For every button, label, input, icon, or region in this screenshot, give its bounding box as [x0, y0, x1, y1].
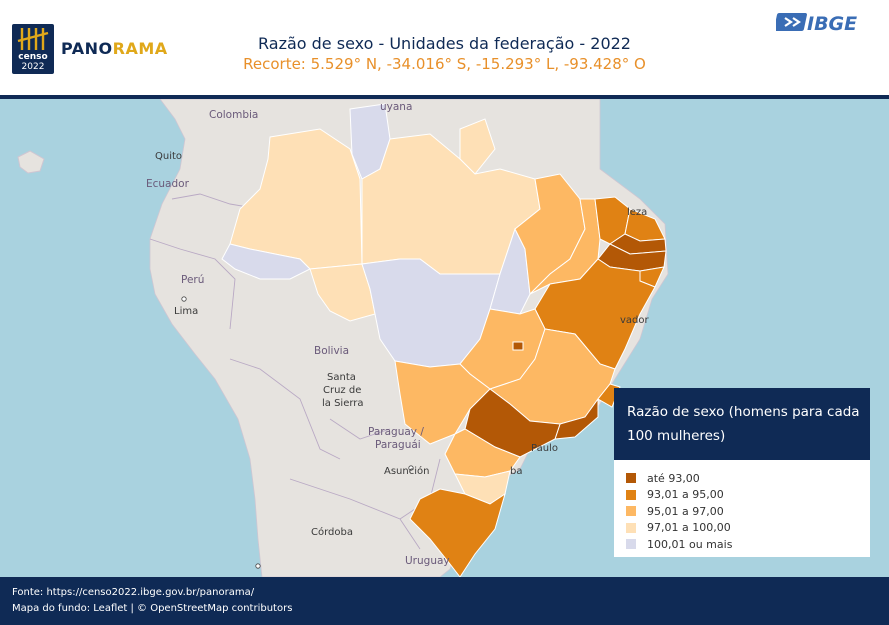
city-markers — [181, 296, 414, 569]
legend-swatch — [626, 506, 636, 517]
label-ecuador: Ecuador — [146, 178, 190, 190]
header: censo 2022 PANORAMA Razão de sexo - Unid… — [0, 0, 889, 99]
label-peru: Perú — [181, 274, 204, 286]
legend-items: até 93,00 93,01 a 95,00 95,01 a 97,00 97… — [626, 470, 732, 553]
panorama-word-part1: PANO — [61, 39, 113, 58]
label-santa-cruz-line1: Santa — [327, 372, 356, 383]
label-salvador: vador — [620, 315, 650, 326]
lima-marker — [181, 296, 187, 302]
label-uruguay: Uruguay — [405, 555, 450, 567]
label-cordoba: Córdoba — [311, 526, 353, 538]
legend-swatch — [626, 539, 636, 550]
legend-title: Razão de sexo (homens para cada 100 mulh… — [627, 404, 860, 444]
legend-label: 93,01 a 95,00 — [647, 488, 724, 502]
ibge-logo-text: IBGE — [807, 13, 857, 34]
label-santa-cruz-line3: la Sierra — [322, 398, 364, 409]
ibge-logo[interactable]: IBGE — [776, 10, 880, 34]
legend-label: até 93,00 — [647, 471, 700, 485]
page-title: Razão de sexo - Unidades da federação - … — [258, 34, 631, 53]
label-paraguay-line2: Paraguái — [375, 439, 421, 451]
page-subtitle: Recorte: 5.529° N, -34.016° S, -15.293° … — [243, 55, 646, 73]
label-santa-cruz-line2: Cruz de — [323, 385, 361, 396]
legend-swatch — [626, 522, 636, 533]
label-sao-paulo: Paulo — [531, 443, 558, 454]
header-divider — [0, 95, 889, 99]
label-curitiba: ba — [510, 466, 522, 477]
state-amapa[interactable] — [459, 118, 496, 175]
country-borders — [149, 193, 441, 550]
legend-item: 95,01 a 97,00 — [626, 503, 732, 520]
legend-swatch — [626, 489, 636, 500]
state-distrito-federal[interactable] — [512, 341, 524, 351]
label-guyana: uyana — [380, 101, 412, 113]
censo-2022-logo[interactable]: censo 2022 — [12, 24, 54, 74]
footer: Fonte: https://censo2022.ibge.gov.br/pan… — [0, 577, 889, 625]
label-quito: Quito — [155, 151, 182, 162]
label-lima: Lima — [174, 306, 198, 317]
label-bolivia: Bolivia — [314, 345, 349, 357]
footer-basemap-credit[interactable]: Mapa do fundo: Leaflet | © OpenStreetMap… — [12, 603, 293, 614]
state-rio-grande-do-sul[interactable] — [409, 488, 506, 577]
legend-item: 97,01 a 100,00 — [626, 520, 732, 537]
asuncion-marker — [408, 465, 414, 471]
state-acre[interactable] — [221, 243, 311, 280]
label-colombia: Colombia — [209, 109, 258, 121]
map-canvas[interactable]: Colombia Quito Ecuador Perú Lima Bolivia… — [0, 99, 889, 577]
ibge-emblem-icon — [776, 13, 807, 31]
legend-label: 95,01 a 97,00 — [647, 504, 724, 518]
label-paraguay-line1: Paraguay / — [368, 426, 424, 438]
legend-label: 97,01 a 100,00 — [647, 521, 731, 535]
panorama-wordmark[interactable]: PANORAMA — [61, 39, 168, 58]
legend-item: até 93,00 — [626, 470, 732, 487]
footer-source[interactable]: Fonte: https://censo2022.ibge.gov.br/pan… — [12, 587, 255, 598]
legend-header: Razão de sexo (homens para cada 100 mulh… — [614, 388, 870, 460]
label-asuncion: Asunción — [384, 465, 429, 477]
legend-swatch — [626, 473, 636, 484]
label-fortaleza: leza — [627, 207, 647, 218]
panorama-word-part2: RAMA — [112, 39, 168, 58]
legend-label: 100,01 ou mais — [647, 537, 733, 551]
island-galapagos — [17, 150, 45, 174]
censo-logo-year: 2022 — [21, 62, 45, 72]
map-legend: Razão de sexo (homens para cada 100 mulh… — [614, 388, 870, 557]
map-view[interactable]: Colombia Quito Ecuador Perú Lima Bolivia… — [0, 99, 889, 577]
legend-item: 93,01 a 95,00 — [626, 487, 732, 504]
censo-logo-word: censo — [18, 52, 48, 62]
censo-hash-icon — [17, 28, 49, 50]
legend-item: 100,01 ou mais — [626, 536, 732, 553]
santiago-marker — [255, 563, 261, 569]
